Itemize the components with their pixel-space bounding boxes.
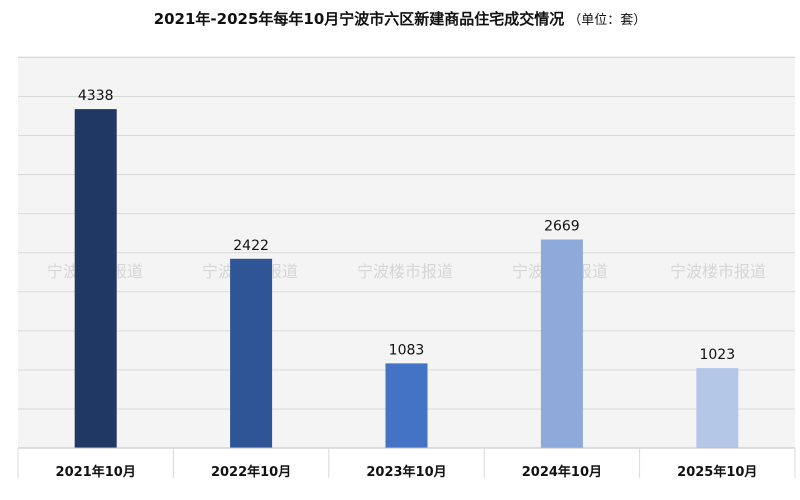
bar-2021年10月[interactable] bbox=[74, 109, 117, 448]
data-label: 2669 bbox=[544, 218, 580, 234]
x-tick-label: 2023年10月 bbox=[366, 464, 446, 480]
x-tick-label: 2021年10月 bbox=[56, 464, 136, 480]
watermark-text: 宁波楼市报道 bbox=[670, 262, 766, 281]
data-label: 4338 bbox=[78, 88, 114, 104]
data-label: 1023 bbox=[699, 347, 735, 363]
bar-2022年10月[interactable] bbox=[230, 258, 273, 448]
bar-2023年10月[interactable] bbox=[385, 363, 428, 448]
chart-unit-note: （单位：套） bbox=[568, 12, 647, 28]
bar-2025年10月[interactable] bbox=[696, 368, 739, 448]
chart-title-text: 2021年-2025年每年10月宁波市六区新建商品住宅成交情况 bbox=[153, 9, 565, 28]
data-label: 1083 bbox=[389, 342, 425, 358]
watermark-text: 宁波楼市报道 bbox=[357, 262, 453, 281]
x-tick-label: 2025年10月 bbox=[677, 464, 757, 480]
x-tick-label: 2022年10月 bbox=[211, 464, 291, 480]
x-tick-label: 2024年10月 bbox=[522, 464, 602, 480]
data-label: 2422 bbox=[233, 238, 269, 254]
bar-2024年10月[interactable] bbox=[540, 239, 583, 448]
chart-title: 2021年-2025年每年10月宁波市六区新建商品住宅成交情况 （单位：套） bbox=[0, 0, 800, 36]
